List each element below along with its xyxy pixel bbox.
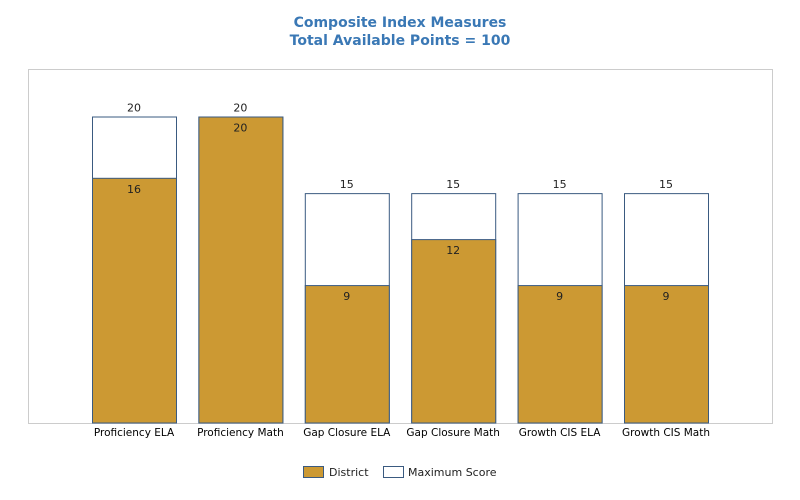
category-label: Gap Closure ELA (303, 427, 391, 439)
plot-frame (28, 69, 773, 424)
category-label: Growth CIS Math (622, 427, 710, 439)
maximum-value-label: 15 (659, 178, 673, 191)
district-value-label: 9 (343, 290, 350, 303)
bar-district (92, 177, 177, 424)
chart-title: Composite Index Measures (293, 15, 507, 31)
category-label: Gap Closure Math (406, 427, 500, 439)
bar-district (624, 285, 709, 424)
district-value-label: 12 (446, 244, 460, 257)
category-label: Proficiency ELA (94, 427, 175, 439)
legend-label-district: District (329, 466, 369, 479)
bar-district (198, 116, 284, 424)
district-value-label: 20 (233, 122, 247, 135)
legend-swatch-maximum (383, 466, 404, 478)
bar-district (411, 239, 497, 424)
maximum-value-label: 15 (340, 178, 354, 191)
maximum-value-label: 15 (446, 178, 460, 191)
maximum-value-label: 15 (553, 178, 567, 191)
category-label: Growth CIS ELA (519, 427, 601, 439)
category-label: Proficiency Math (197, 427, 284, 439)
district-value-label: 16 (127, 183, 141, 196)
maximum-value-label: 20 (127, 102, 141, 115)
district-value-label: 9 (663, 290, 670, 303)
chart-title-block: Composite Index Measures Total Available… (0, 14, 800, 50)
legend-swatch-district (303, 466, 324, 478)
bar-district (517, 285, 603, 424)
maximum-value-label: 20 (233, 102, 247, 115)
chart-subtitle: Total Available Points = 100 (289, 33, 511, 49)
bar-district (304, 285, 390, 424)
district-value-label: 9 (556, 290, 563, 303)
legend-label-maximum: Maximum Score (408, 466, 497, 479)
